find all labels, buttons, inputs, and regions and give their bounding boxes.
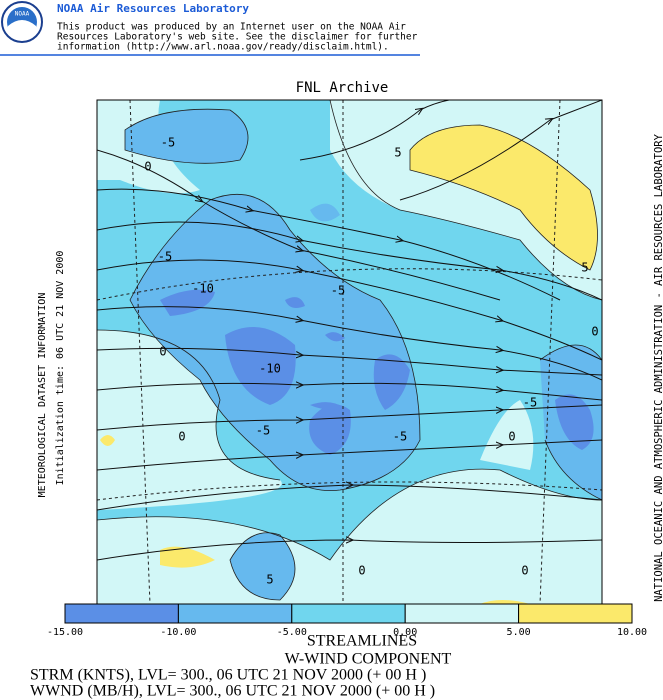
contour-label: -5 (523, 396, 537, 410)
contour-label: 0 (591, 325, 598, 339)
logo: NOAA (1, 1, 43, 43)
contour-label: -10 (192, 282, 214, 296)
map-field (97, 100, 602, 604)
colorbar-segment (518, 603, 633, 624)
colorbar-segment (177, 603, 293, 624)
contour-label: 0 (178, 430, 185, 444)
contour-label: 5 (266, 573, 273, 587)
contour-label: -10 (259, 362, 281, 376)
contour-label: -5 (158, 250, 172, 264)
contour-labels: -5 0 5 -5 -10 -5 0 -10 0 -5 0 -5 -5 0 5 5 0 0 (144, 136, 598, 587)
contour-label: 5 (581, 261, 588, 275)
footer-line: W-WIND COMPONENT (285, 651, 452, 668)
footer-params: STRM (KNTS), LVL= 300., 06 UTC 21 NOV 20… (30, 667, 426, 684)
colorbar-segment (291, 603, 406, 624)
contour-label: 0 (144, 160, 151, 174)
right-label: NATIONAL OCEANIC AND ATMOSPHERIC ADMINIS… (653, 133, 663, 601)
disclaimer-line: This product was produced by an Internet… (57, 22, 406, 33)
disclaimer-line: information (http://www.arl.noaa.gov/rea… (57, 42, 389, 53)
contour-label: 0 (159, 345, 166, 359)
header-title: NOAA Air Resources Laboratory (57, 2, 249, 15)
contour-label: -5 (161, 136, 175, 150)
colorbar-label: 0.00 (393, 627, 417, 638)
colorbar-label: -15.00 (47, 627, 83, 638)
footer-line: STREAMLINES (307, 633, 417, 650)
contour-label: 5 (394, 146, 401, 160)
colorbar: -15.00 -10.00 -5.00 0.00 5.00 10.00 (47, 603, 647, 638)
contour-label: -5 (393, 430, 407, 444)
footer-params: WWND (MB/H), LVL= 300., 06 UTC 21 NOV 20… (30, 683, 435, 700)
logo-text: NOAA (15, 11, 30, 18)
colorbar-label: -10.00 (160, 627, 196, 638)
contour-label: 0 (508, 430, 515, 444)
colorbar-segment (64, 603, 179, 624)
contour-label: -5 (331, 284, 345, 298)
disclaimer-line: Resources Laboratory's web site. See the… (57, 32, 418, 43)
colorbar-label: 5.00 (507, 627, 531, 638)
contour-label: 0 (521, 564, 528, 578)
contour-label: 0 (358, 564, 365, 578)
left-label: METEOROLOGICAL DATASET INFORMATION (37, 293, 48, 498)
left-label: Initialization time: 06 UTC 21 NOV 2000 (55, 251, 66, 486)
colorbar-label: -5.00 (277, 627, 307, 638)
map-title: FNL Archive (296, 80, 389, 96)
contour-label: -5 (256, 424, 270, 438)
colorbar-label: 10.00 (617, 627, 647, 638)
colorbar-segment (404, 603, 520, 624)
